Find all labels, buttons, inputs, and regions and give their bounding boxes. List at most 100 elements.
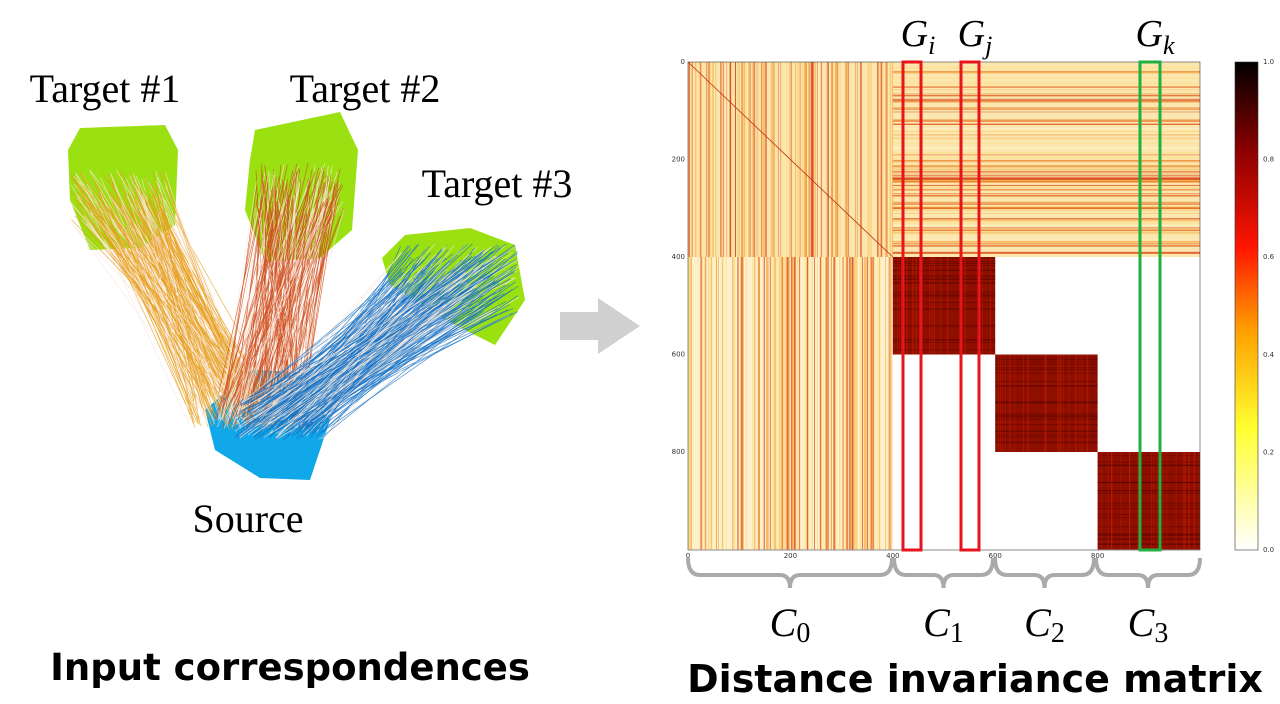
block-stripe [892, 339, 996, 341]
matrix-stripe [708, 257, 710, 550]
matrix-stripe [746, 257, 748, 550]
matrix-stripe [878, 257, 881, 550]
correspondence [319, 295, 518, 435]
y-tick-label: 800 [672, 448, 685, 456]
matrix-stripe [706, 257, 707, 550]
block-stripe [934, 257, 936, 355]
correspondence [108, 179, 235, 411]
correspondence [313, 281, 516, 433]
matrix-stripe [891, 62, 892, 257]
matrix-stripe [892, 174, 1200, 176]
correspondence [275, 297, 446, 428]
block-stripe [1023, 354, 1024, 452]
colorbar-tick-label: 0.0 [1263, 546, 1274, 554]
block-stripe [1097, 455, 1200, 457]
matrix-stripe [892, 89, 1200, 91]
block-stripe [918, 257, 920, 355]
block-stripe [1097, 517, 1200, 519]
block-stripe [1087, 354, 1089, 452]
correspondence [322, 292, 406, 412]
x-tick-label: 400 [886, 552, 899, 560]
matrix-stripe [775, 257, 777, 550]
matrix-stripe [892, 203, 1200, 205]
matrix-stripe [850, 257, 852, 550]
matrix-stripe [695, 62, 697, 257]
matrix-stripe [892, 219, 1200, 222]
block-stripe [1010, 354, 1012, 452]
matrix-stripe [842, 257, 844, 550]
y-tick-label: 600 [672, 351, 685, 359]
correspondence [115, 228, 211, 391]
matrix-stripe [803, 257, 805, 550]
matrix-stripe [864, 257, 866, 550]
target-label: Target #1 [30, 66, 181, 111]
matrix-stripe [690, 257, 692, 550]
block-stripe [899, 257, 900, 355]
matrix-stripe [892, 180, 1200, 182]
matrix-stripe [827, 257, 828, 550]
correspondence-view [68, 112, 525, 480]
matrix-stripe [889, 62, 892, 257]
correspondence [305, 261, 480, 437]
matrix-stripe [892, 170, 1200, 172]
block-stripe [892, 308, 996, 310]
correspondence [298, 280, 496, 422]
matrix-stripe [781, 257, 784, 550]
block-stripe [1183, 452, 1185, 550]
matrix-stripe [892, 66, 1200, 69]
matrix-stripe [690, 257, 692, 550]
matrix-stripe [892, 206, 1200, 207]
correspondence [308, 245, 500, 428]
matrix-stripe [751, 62, 753, 257]
block-stripe [995, 359, 1098, 360]
block-stripe [892, 349, 996, 351]
correspondence [321, 301, 448, 439]
matrix-stripe [848, 257, 851, 550]
brace [686, 557, 894, 589]
matrix-stripe [794, 257, 796, 550]
matrix-stripe [831, 62, 833, 257]
correspondence [86, 184, 201, 405]
correspondence [268, 300, 463, 425]
matrix-stripe [765, 62, 767, 257]
matrix-stripe [732, 257, 734, 550]
matrix-stripe [699, 62, 702, 257]
matrix-stripe [892, 243, 1200, 245]
correspondence [121, 207, 205, 429]
block-stripe [1058, 354, 1060, 452]
matrix-stripe [892, 193, 1200, 195]
correspondence [308, 266, 517, 434]
cluster-label: C0 [770, 600, 811, 649]
matrix-stripe [698, 62, 699, 257]
correspondence [247, 259, 482, 413]
matrix-stripe [772, 62, 773, 257]
matrix-stripe [892, 128, 1200, 130]
matrix-stripe [819, 257, 821, 550]
matrix-stripe [755, 62, 756, 257]
matrix-stripe [812, 62, 814, 257]
correspondence [240, 169, 294, 407]
matrix-stripe [760, 62, 763, 257]
correspondence [233, 206, 326, 418]
correspondence [298, 302, 413, 413]
correspondence [163, 209, 229, 394]
correspondence [287, 194, 294, 402]
matrix-stripe [767, 257, 769, 550]
correspondence [141, 199, 223, 410]
matrix-stripe [763, 62, 765, 257]
matrix-stripe [875, 257, 877, 550]
matrix-stripe [744, 62, 746, 257]
block-stripe [995, 442, 1098, 444]
matrix-stripe [892, 94, 1200, 96]
block-stripe [995, 357, 1098, 359]
matrix-stripe [892, 252, 1200, 254]
correspondence [232, 196, 324, 425]
matrix-stripe [892, 213, 1200, 215]
block-stripe [1027, 354, 1029, 452]
block-stripe [1075, 354, 1077, 452]
correspondence [243, 213, 304, 426]
matrix-stripe [825, 257, 827, 550]
correspondence [224, 209, 314, 423]
matrix-stripe [892, 207, 1200, 208]
